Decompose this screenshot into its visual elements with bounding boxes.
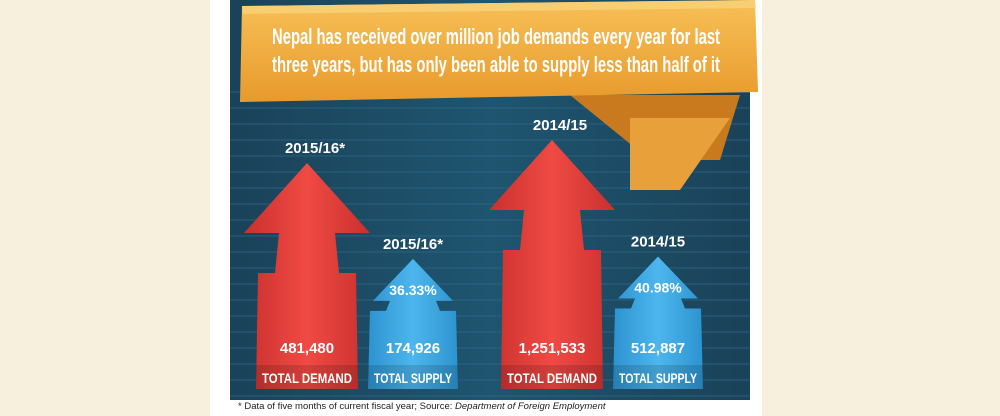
series-label-4: TOTAL SUPPLY	[619, 371, 697, 386]
footnote: * Data of five months of current fiscal …	[238, 401, 606, 412]
demand-arrow-2	[489, 140, 615, 389]
headline-banner	[240, 0, 758, 102]
demand-arrow-1-shape	[244, 162, 370, 389]
percent-label-4: 40.98%	[634, 280, 682, 296]
year-label-4: 2014/15	[631, 234, 685, 251]
value-label-1: 481,480	[280, 340, 334, 357]
demand-arrow-1	[244, 162, 370, 389]
footnote-note: * Data of five months of current fiscal …	[238, 401, 417, 412]
supply-arrow-1	[368, 258, 458, 389]
value-label-4: 512,887	[631, 340, 685, 357]
series-label-3: TOTAL DEMAND	[507, 371, 597, 386]
infographic-panel: Nepal has received over million job dema…	[210, 0, 762, 416]
value-label-2: 174,926	[386, 340, 440, 357]
series-label-1: TOTAL DEMAND	[262, 371, 352, 386]
banner-tail	[630, 118, 730, 190]
banner-highlight	[242, 0, 756, 14]
percent-label-2: 36.33%	[389, 282, 437, 298]
footnote-source-label: Source:	[419, 401, 453, 412]
year-label-2: 2015/16*	[383, 236, 443, 253]
year-label-1: 2015/16*	[285, 140, 345, 157]
headline-line-2: three years, but has only been able to s…	[272, 52, 720, 77]
supply-arrow-2	[613, 256, 703, 389]
demand-arrow-2-shape	[489, 140, 615, 389]
headline-line-1: Nepal has received over million job dema…	[272, 24, 720, 49]
supply-arrow-1-shape	[368, 258, 458, 389]
chart-canvas: Nepal has received over million job dema…	[230, 0, 758, 400]
value-label-3: 1,251,533	[519, 340, 586, 357]
footnote-source: Department of Foreign Employment	[455, 401, 606, 412]
year-label-3: 2014/15	[533, 117, 587, 134]
supply-arrow-2-shape	[613, 256, 703, 389]
series-label-2: TOTAL SUPPLY	[374, 371, 452, 386]
